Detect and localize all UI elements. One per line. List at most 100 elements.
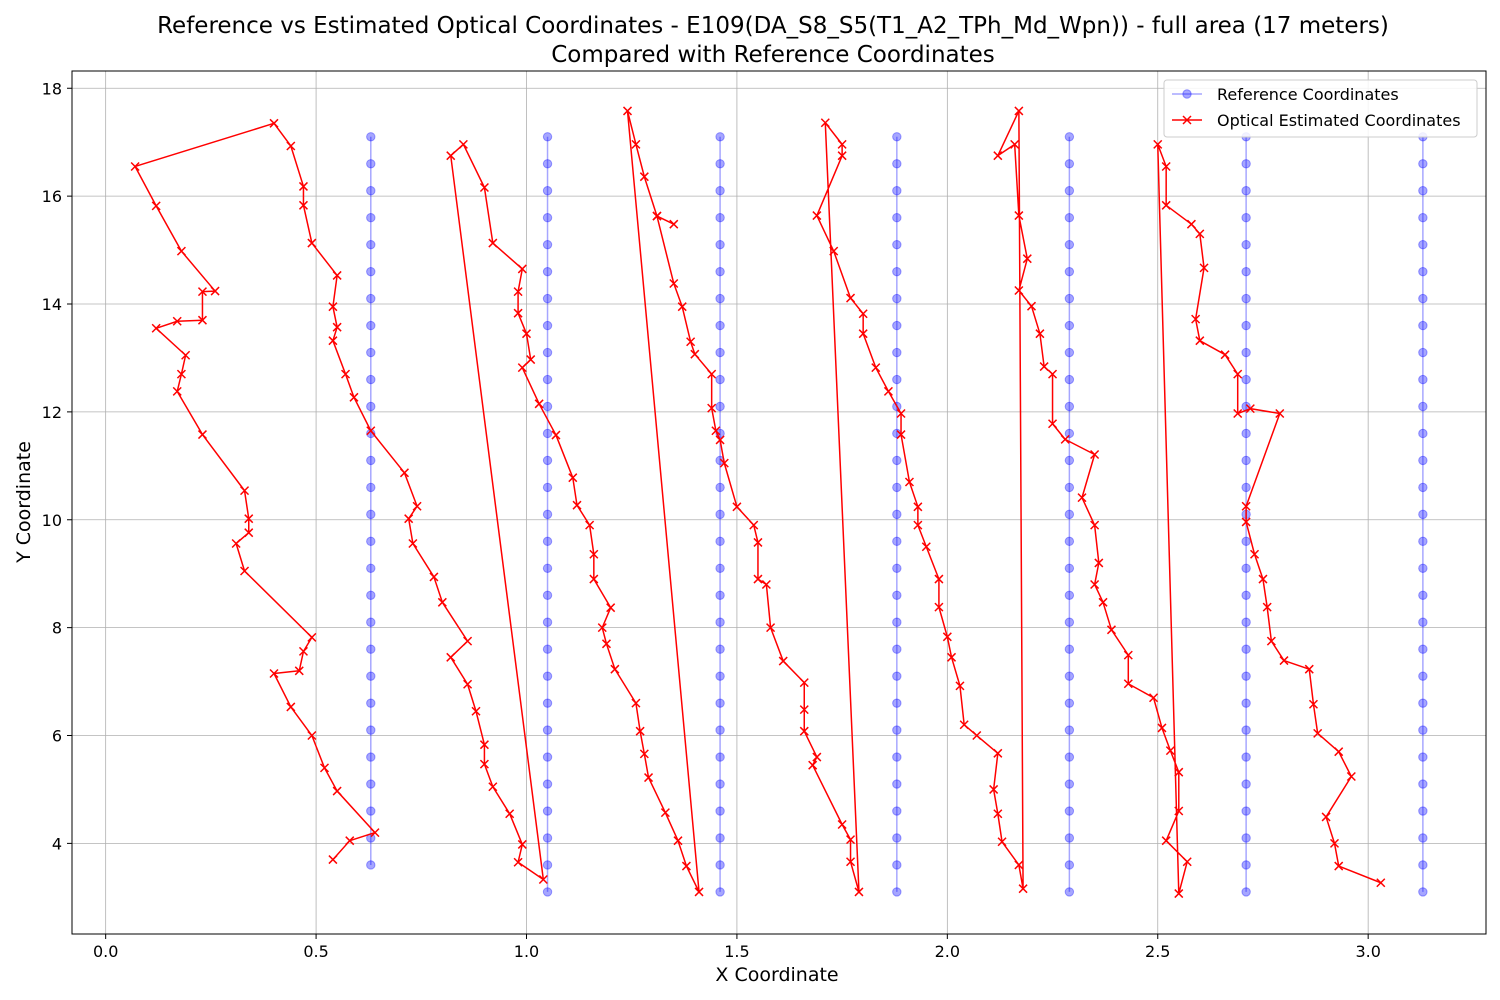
reference-point (542, 698, 553, 708)
estimated-point (1157, 723, 1167, 733)
reference-point (366, 536, 376, 547)
reference-point (715, 698, 725, 708)
reference-point (366, 239, 376, 250)
estimated-point (1048, 419, 1058, 429)
estimated-point (1026, 301, 1037, 311)
reference-point (1241, 482, 1251, 493)
estimated-point (1161, 836, 1171, 846)
reference-point (366, 159, 376, 169)
reference-point (1064, 266, 1075, 277)
estimated-point (1329, 838, 1340, 848)
reference-point (1418, 293, 1428, 304)
plot-frame (71, 70, 1487, 935)
estimated-point (1039, 362, 1049, 372)
reference-point (1418, 752, 1428, 762)
estimated-point (719, 458, 729, 468)
reference-point (1418, 590, 1428, 600)
reference-point (1064, 132, 1075, 142)
estimated-point (1161, 161, 1171, 171)
estimated-point (669, 278, 679, 289)
estimated-point (846, 293, 856, 303)
estimated-point (972, 730, 982, 741)
legend: Reference Coordinates Optical Estimated … (1163, 79, 1478, 138)
reference-point (1418, 213, 1428, 223)
x-tick-label: 0.5 (303, 942, 328, 961)
estimated-point (151, 323, 161, 333)
estimated-point (1153, 139, 1163, 149)
estimated-point (1090, 520, 1100, 530)
estimated-point (644, 773, 654, 783)
reference-point (1064, 860, 1075, 870)
estimated-point (913, 502, 923, 512)
estimated-point (526, 355, 536, 365)
reference-point (542, 401, 553, 412)
reference-point (715, 833, 725, 843)
reference-point (1241, 617, 1251, 627)
reference-point (715, 132, 725, 142)
reference-point (542, 239, 553, 250)
reference-point (892, 860, 902, 870)
estimated-point (1220, 350, 1230, 360)
estimated-point (197, 315, 207, 325)
reference-point (1064, 725, 1075, 735)
estimated-point (572, 500, 582, 510)
legend-estimated-label: Optical Estimated Coordinates (1217, 111, 1461, 130)
estimated-point (1014, 211, 1024, 221)
reference-point (1064, 671, 1075, 681)
estimated-point (837, 151, 847, 161)
estimated-point (808, 760, 818, 770)
reference-point (1064, 806, 1075, 816)
reference-point (366, 186, 376, 196)
legend-box (1163, 79, 1478, 138)
reference-point (1418, 374, 1428, 385)
estimated-point (947, 652, 957, 662)
estimated-point (534, 399, 544, 409)
reference-point (892, 590, 902, 600)
estimated-point (408, 538, 418, 549)
reference-point (366, 401, 376, 412)
reference-point (715, 293, 725, 304)
estimated-point (1195, 336, 1205, 346)
reference-point (1418, 833, 1428, 843)
estimated-point (332, 322, 342, 332)
reference-point (1418, 779, 1428, 789)
reference-point (715, 347, 725, 358)
reference-point (542, 455, 553, 466)
estimated-point (673, 836, 683, 846)
reference-point (366, 374, 376, 385)
reference-point (1241, 455, 1251, 466)
reference-point (366, 590, 376, 600)
reference-point (1241, 779, 1251, 789)
y-tick-label: 10 (42, 511, 62, 530)
estimated-point (732, 502, 742, 512)
reference-point (1418, 725, 1428, 735)
reference-point (1418, 617, 1428, 627)
reference-point (1241, 536, 1251, 547)
y-tick-label: 14 (42, 295, 62, 314)
reference-point (366, 779, 376, 789)
reference-point (1418, 536, 1428, 547)
estimated-point (610, 664, 620, 674)
reference-point (1418, 482, 1428, 493)
reference-point (892, 617, 902, 627)
estimated-point (959, 720, 969, 730)
reference-point (892, 806, 902, 816)
reference-point (892, 293, 902, 304)
reference-point (1241, 887, 1251, 897)
estimated-point (341, 369, 351, 379)
estimated-point (1308, 699, 1318, 709)
x-tick-label: 1.5 (724, 942, 749, 961)
reference-point (366, 213, 376, 223)
chart-subtitle: Compared with Reference Coordinates (551, 42, 995, 68)
reference-point (1064, 374, 1075, 385)
estimated-point (896, 430, 906, 440)
estimated-point (1279, 656, 1289, 666)
estimated-point (883, 386, 893, 396)
estimated-point (812, 752, 822, 762)
estimated-point (1035, 329, 1045, 339)
estimated-point (799, 678, 809, 688)
y-tick-label: 16 (42, 187, 62, 206)
estimated-point (244, 528, 254, 538)
estimated-point (1060, 434, 1070, 444)
